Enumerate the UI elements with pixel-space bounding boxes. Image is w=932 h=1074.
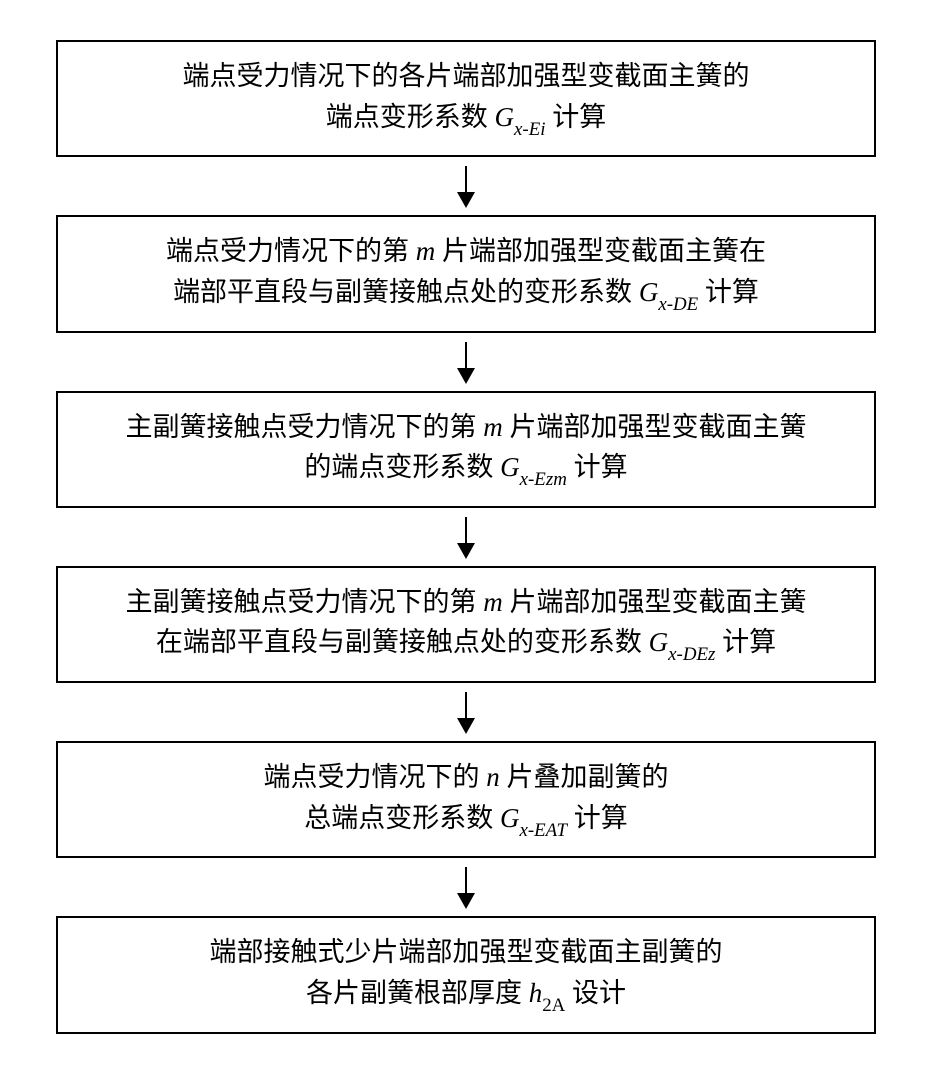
flowchart-step-4: 主副簧接触点受力情况下的第 m 片端部加强型变截面主簧 在端部平直段与副簧接触点… [56,566,876,683]
step5-line2-pre: 总端点变形系数 [304,803,500,833]
arrow-5-6 [465,858,468,916]
flowchart-step-1: 端点受力情况下的各片端部加强型变截面主簧的 端点变形系数 Gx-Ei 计算 [56,40,876,157]
step1-var: G [495,102,515,132]
step3-line1-post: 片端部加强型变截面主簧 [503,412,807,442]
step2-line1-pre: 端点受力情况下的第 [166,236,416,266]
step4-line2-pre: 在端部平直段与副簧接触点处的变形系数 [156,627,649,657]
step3-sub-italic: m [553,469,567,490]
step1-line2-pre: 端点变形系数 [326,102,495,132]
step3-var: G [500,452,520,482]
step6-line1: 端部接触式少片端部加强型变截面主副簧的 [210,937,723,967]
step5-line1-post: 片叠加副簧的 [500,762,669,792]
step4-line1-var: m [483,587,503,617]
step5-var: G [500,803,520,833]
flowchart-step-3: 主副簧接触点受力情况下的第 m 片端部加强型变截面主簧 的端点变形系数 Gx-E… [56,391,876,508]
step5-line2-post: 计算 [567,803,628,833]
step2-sub-roman: x-DE [658,294,698,315]
step6-line2-post: 设计 [565,978,626,1008]
step3-sub-roman: x-Ez [520,469,554,490]
arrow-2-3 [465,333,468,391]
step2-var: G [639,277,659,307]
step1-sub-italic: i [540,119,545,140]
arrow-3-4 [465,508,468,566]
step6-line2-pre: 各片副簧根部厚度 [306,978,529,1008]
step4-line1-post: 片端部加强型变截面主簧 [503,587,807,617]
step4-line1-pre: 主副簧接触点受力情况下的第 [126,587,484,617]
step3-line1-pre: 主副簧接触点受力情况下的第 [126,412,484,442]
step1-line2-post: 计算 [545,102,606,132]
step4-line2-post: 计算 [715,627,776,657]
step5-sub-roman: x-EAT [519,820,567,841]
flowchart-step-5: 端点受力情况下的 n 片叠加副簧的 总端点变形系数 Gx-EAT 计算 [56,741,876,858]
flowchart-step-6: 端部接触式少片端部加强型变截面主副簧的 各片副簧根部厚度 h2A 设计 [56,916,876,1033]
arrow-4-5 [465,683,468,741]
step2-line1-var: m [416,236,436,266]
step1-sub-roman: x-E [514,119,540,140]
step5-line1-pre: 端点受力情况下的 [264,762,487,792]
step4-sub-roman: x-DEz [668,644,715,665]
step6-sub-roman: 2A [542,995,565,1016]
step6-var: h [529,978,543,1008]
arrow-1-2 [465,157,468,215]
step5-line1-var: n [486,762,500,792]
step2-line2-pre: 端部平直段与副簧接触点处的变形系数 [173,277,639,307]
step3-line2-pre: 的端点变形系数 [304,452,500,482]
step3-line1-var: m [483,412,503,442]
step2-line1-post: 片端部加强型变截面主簧在 [435,236,766,266]
step1-line1: 端点受力情况下的各片端部加强型变截面主簧的 [183,61,750,91]
flowchart-step-2: 端点受力情况下的第 m 片端部加强型变截面主簧在 端部平直段与副簧接触点处的变形… [56,215,876,332]
step2-line2-post: 计算 [698,277,759,307]
step3-line2-post: 计算 [567,452,628,482]
step4-var: G [649,627,669,657]
